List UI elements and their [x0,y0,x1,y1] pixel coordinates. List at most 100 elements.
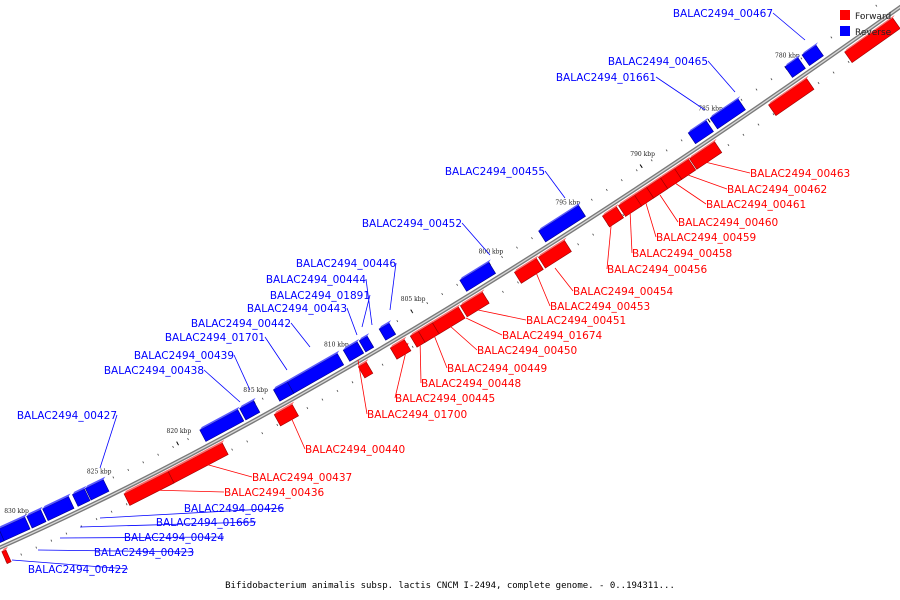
minor-tick [531,237,533,240]
forward-gene-label: BALAC2494_00450 [477,345,577,357]
reverse-gene-box[interactable] [84,476,110,501]
forward-gene-label: BALAC2494_00449 [447,363,547,375]
reverse-gene-box[interactable] [784,54,806,78]
forward-gene-label: BALAC2494_00454 [573,286,674,298]
forward-gene-box[interactable] [602,203,624,228]
forward-gene-label-leader [477,309,527,321]
reverse-gene-box[interactable] [72,485,91,507]
reverse-gene-box[interactable] [538,202,586,243]
reverse-gene-label-leader [544,170,566,199]
reverse-gene-box[interactable] [0,525,5,545]
forward-gene-label-leader [674,182,707,205]
minor-tick [832,71,835,74]
reverse-gene-label: BALAC2494_01891 [270,290,370,302]
reverse-gene-label: BALAC2494_00427 [17,410,117,422]
forward-gene-label: BALAC2494_01700 [367,409,467,421]
forward-gene-label-leader [449,325,478,351]
kbp-tick-label: 810 kbp [324,341,349,348]
minor-tick [635,169,638,172]
forward-gene-label: BALAC2494_00445 [395,393,495,405]
forward-gene-box[interactable] [768,75,815,117]
forward-gene-label-leader [149,489,225,493]
forward-gene-label-leader [629,209,633,254]
forward-gene-box[interactable] [459,289,490,318]
forward-gene-box[interactable] [1,546,12,564]
reverse-gene-box[interactable] [26,506,47,529]
forward-gene-box[interactable] [618,192,643,217]
gene-features [0,14,900,564]
minor-tick [605,188,608,191]
forward-gene-box[interactable] [844,14,900,64]
forward-gene-box[interactable] [273,401,299,427]
forward-gene-label: BALAC2494_00456 [607,264,708,276]
reverse-gene-box[interactable] [358,333,375,353]
reverse-gene-box[interactable] [199,406,245,442]
reverse-gene-label-leader [346,307,358,336]
minor-tick [456,283,459,286]
minor-tick [50,539,53,542]
forward-gene-box[interactable] [123,468,175,506]
minor-tick [142,461,144,464]
reverse-gene-box[interactable] [239,397,261,421]
reverse-gene-box[interactable] [378,320,397,341]
minor-tick [157,453,159,456]
kbp-tick-label: 830 kbp [4,508,29,515]
forward-gene-label-leader [644,199,657,238]
reverse-gene-label-leader [461,222,491,256]
minor-tick [727,143,730,147]
reverse-gene-label-leader [59,536,225,539]
kbp-tick-label: 790 kbp [630,151,655,158]
reverse-gene-box[interactable] [459,259,497,292]
reverse-gene-box[interactable] [42,493,75,522]
kbp-tick-label: 805 kbp [401,296,426,303]
forward-gene-label-leader [606,215,613,270]
reverse-gene-label-leader [389,262,397,311]
reverse-gene-label-leader [772,12,806,41]
forward-gene-label-leader [357,359,368,415]
forward-gene-label: BALAC2494_00437 [252,472,352,484]
forward-gene-box[interactable] [513,255,544,284]
kbp-tick-label: 785 kbp [698,105,723,112]
minor-tick [95,518,98,521]
forward-gene-label: BALAC2494_00463 [750,168,850,180]
reverse-gene-label: BALAC2494_00465 [608,56,708,68]
minor-tick [411,345,414,348]
reverse-gene-label-leader [203,369,241,403]
reverse-gene-box[interactable] [801,42,824,67]
reverse-gene-box[interactable] [709,96,746,130]
minor-tick [875,4,878,7]
reverse-gene-label-leader [290,322,311,348]
minor-tick [261,432,264,435]
forward-gene-label-leader [687,174,728,190]
forward-gene-label: BALAC2494_00440 [305,444,405,456]
reverse-gene-box[interactable] [342,338,365,362]
forward-gene-box[interactable] [689,138,723,170]
forward-gene-box[interactable] [389,336,412,360]
forward-gene-box[interactable] [357,359,374,379]
reverse-gene-label: BALAC2494_00443 [247,303,347,315]
forward-gene-box[interactable] [409,328,426,348]
kbp-tick-label: 800 kbp [479,248,504,255]
minor-tick [246,440,248,443]
forward-gene-label: BALAC2494_00453 [550,301,650,313]
kbp-tick-label: 820 kbp [167,428,192,435]
legend-forward-label: Forward [855,12,891,22]
kbp-tick [707,118,711,123]
minor-tick [351,381,354,384]
reverse-gene-label-leader [99,507,285,519]
reverse-gene-box[interactable] [687,117,714,145]
minor-tick [830,36,833,39]
reverse-gene-label-leader [37,549,195,553]
minor-tick [381,363,384,366]
minor-tick [817,81,820,85]
reverse-gene-box[interactable] [273,378,295,402]
legend-reverse-swatch [840,26,850,36]
minor-tick [172,445,174,448]
forward-gene-box[interactable] [537,237,572,269]
minor-tick [125,503,128,506]
minor-tick [770,78,773,81]
forward-gene-label: BALAC2494_00461 [706,199,806,211]
kbp-tick-label: 795 kbp [555,200,580,207]
minor-tick [35,546,38,549]
